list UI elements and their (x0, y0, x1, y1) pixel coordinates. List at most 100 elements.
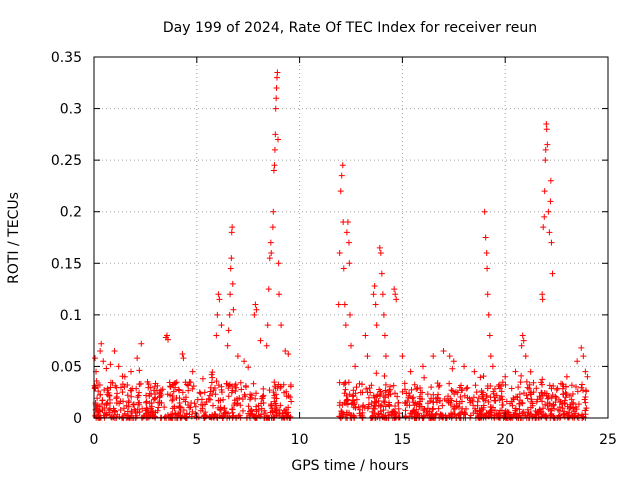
data-point-baseline (568, 396, 575, 403)
data-point-baseline (573, 383, 580, 390)
data-point-baseline (546, 400, 553, 407)
data-point (275, 136, 282, 143)
data-point (518, 342, 525, 349)
plot-frame (93, 56, 609, 419)
data-point-baseline (395, 399, 402, 406)
data-point-baseline (447, 395, 454, 402)
data-point (273, 84, 280, 91)
data-point-baseline (187, 379, 194, 386)
data-point (215, 291, 222, 298)
data-point-baseline (408, 411, 415, 418)
data-point-baseline (223, 380, 230, 387)
data-point-baseline (341, 399, 348, 406)
data-point-baseline (539, 381, 546, 388)
data-point (580, 353, 587, 360)
data-point-baseline (248, 406, 255, 413)
data-point (229, 224, 236, 231)
data-point-baseline (152, 414, 159, 421)
data-point (97, 347, 104, 354)
data-point-baseline (218, 386, 225, 393)
data-point (382, 353, 389, 360)
data-point (278, 322, 285, 329)
data-point (377, 249, 384, 256)
data-point-baseline (111, 407, 118, 414)
data-point-baseline (489, 404, 496, 411)
data-point-baseline (485, 399, 492, 406)
data-point-baseline (185, 382, 192, 389)
data-point-baseline (209, 402, 216, 409)
data-point (430, 353, 437, 360)
data-point (138, 340, 145, 347)
data-point-baseline (457, 393, 464, 400)
data-point-baseline (285, 392, 292, 399)
data-point-baseline (519, 400, 526, 407)
data-point-baseline (580, 413, 587, 420)
data-point (544, 141, 551, 148)
data-point (584, 373, 591, 380)
data-point-baseline (411, 381, 418, 388)
data-point (484, 291, 491, 298)
data-point (543, 121, 550, 128)
data-point-baseline (479, 406, 486, 413)
data-point-baseline (379, 414, 386, 421)
data-point (224, 342, 231, 349)
data-point-baseline (429, 406, 436, 413)
data-point-baseline (196, 389, 203, 396)
data-point-baseline (143, 411, 150, 418)
data-point (273, 74, 280, 81)
data-point-baseline (114, 411, 121, 418)
data-point-baseline (448, 387, 455, 394)
data-point-baseline (538, 390, 545, 397)
data-point (574, 358, 581, 365)
data-point-baseline (145, 384, 152, 391)
data-point-baseline (480, 373, 487, 380)
data-point-baseline (209, 369, 216, 376)
data-point-baseline (341, 390, 348, 397)
data-point-baseline (237, 402, 244, 409)
data-point-baseline (579, 381, 586, 388)
data-point (253, 306, 260, 313)
y-tick-label: 0.2 (60, 205, 82, 221)
data-point-baseline (129, 409, 136, 416)
data-point-baseline (367, 389, 374, 396)
data-point (541, 188, 548, 195)
data-point-baseline (107, 384, 114, 391)
data-point-baseline (370, 392, 377, 399)
data-point-baseline (428, 384, 435, 391)
data-point-baseline (136, 389, 143, 396)
data-point-baseline (385, 391, 392, 398)
data-point (512, 368, 519, 375)
data-point-baseline (208, 414, 215, 421)
data-point-baseline (208, 379, 215, 386)
data-point (128, 368, 135, 375)
data-point-baseline (472, 408, 479, 415)
data-point-baseline (247, 408, 254, 415)
data-point-baseline (507, 400, 514, 407)
data-point-baseline (99, 397, 106, 404)
data-point-baseline (402, 399, 409, 406)
data-point-baseline (568, 412, 575, 419)
data-point (352, 363, 359, 370)
data-point-baseline (475, 395, 482, 402)
data-point-baseline (143, 398, 150, 405)
data-point-baseline (428, 395, 435, 402)
data-point-baseline (351, 414, 358, 421)
data-point-baseline (498, 388, 505, 395)
data-point-baseline (269, 408, 276, 415)
data-point-baseline (346, 391, 353, 398)
data-point (343, 229, 350, 236)
data-point-baseline (356, 406, 363, 413)
data-point (282, 347, 289, 354)
data-point (450, 358, 457, 365)
data-point-baseline (169, 396, 176, 403)
data-point-baseline (190, 383, 197, 390)
data-point-baseline (228, 389, 235, 396)
data-point (270, 208, 277, 215)
data-point-baseline (180, 406, 187, 413)
y-tick-label: 0.25 (51, 153, 82, 169)
data-point (540, 224, 547, 231)
data-point-baseline (130, 401, 137, 408)
data-point (381, 332, 388, 339)
data-point-baseline (449, 365, 456, 372)
